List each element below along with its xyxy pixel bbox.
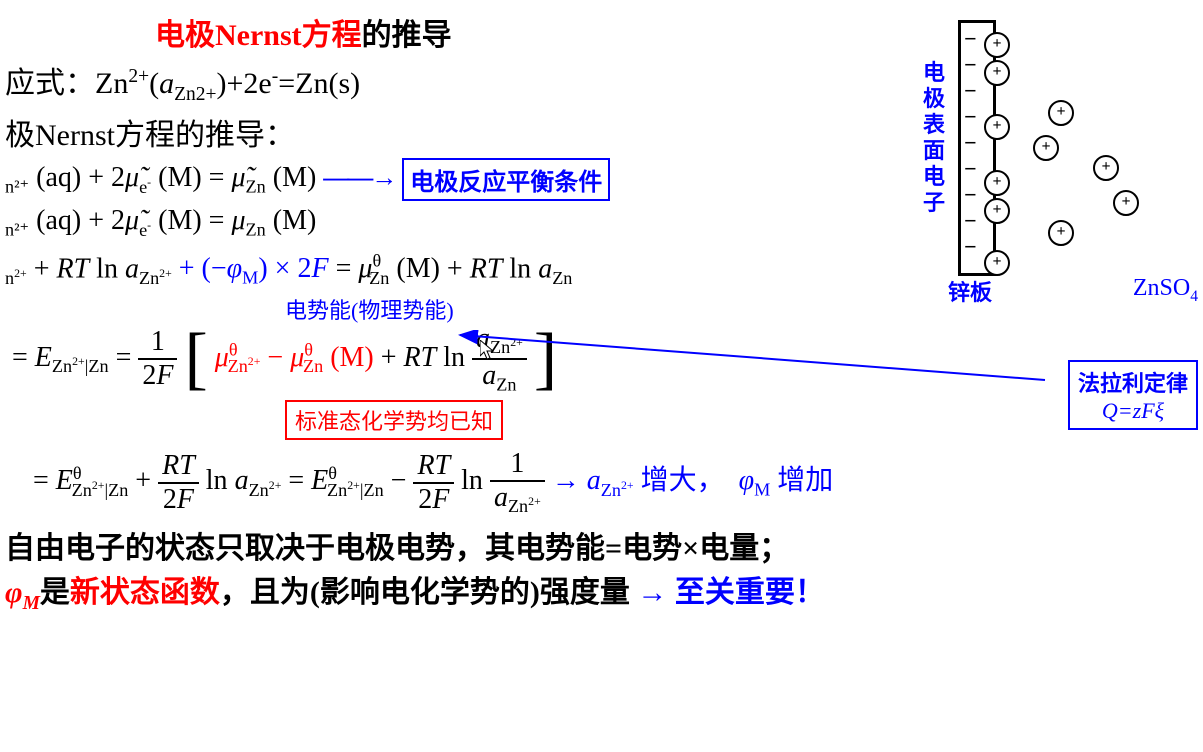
plus-icon: + xyxy=(1048,100,1074,126)
plus-icon: + xyxy=(984,114,1010,140)
eq5: = EθZn2+|Zn + RT2F ln aZn2+ = EθZn2+|Zn … xyxy=(5,448,1198,518)
title-black: 的推导 xyxy=(362,19,452,52)
b2-t2: ，且为(影响电化学势的)强度量 xyxy=(220,576,637,609)
solution-label: ZnSO4 xyxy=(1133,275,1198,306)
eq2-sub1: n²⁺ xyxy=(5,220,29,240)
plus-icon: + xyxy=(1113,190,1139,216)
b2-t1: 是 xyxy=(40,576,70,609)
equilibrium-box: 电极反应平衡条件 xyxy=(402,158,610,201)
arrow-to-box: ——→ xyxy=(323,163,395,192)
faraday-title: 法拉利定律 xyxy=(1078,366,1188,398)
plus-icon: + xyxy=(984,250,1010,276)
plus-icon: + xyxy=(1048,220,1074,246)
plus-icon: + xyxy=(984,170,1010,196)
std-state-box-wrap: 标准态化学势均已知 xyxy=(285,400,1198,440)
eq1-sub1: n²⁺ xyxy=(5,177,29,197)
minus-charges: −−−−−−−−− xyxy=(964,26,977,260)
eq4: = EZn2+|Zn = 12F [ μθZn2+ − μθZn (M) + R… xyxy=(5,323,1198,396)
title-red: 电极Nernst方程 xyxy=(155,19,362,52)
plus-icon: + xyxy=(984,32,1010,58)
b2-red: 新状态函数 xyxy=(70,576,220,609)
plus-icon: + xyxy=(1093,155,1119,181)
std-state-box: 标准态化学势均已知 xyxy=(285,400,503,440)
plus-icon: + xyxy=(984,198,1010,224)
reaction-prefix: 应式： xyxy=(5,67,95,100)
plate-label: 锌板 xyxy=(948,275,992,307)
plus-icon: + xyxy=(984,60,1010,86)
cursor-icon xyxy=(480,340,498,362)
faraday-formula: Q=zFξ xyxy=(1078,398,1188,424)
plus-icon: + xyxy=(1033,135,1059,161)
b2-arrow: → 至关重要！ xyxy=(637,576,825,609)
electrode-diagram: 电极表面电子 −−−−−−−−− + + + + + + + + + + + 锌… xyxy=(888,20,1193,300)
eq4-frac-num: 1 xyxy=(138,326,177,360)
faraday-box: 法拉利定律 Q=zFξ xyxy=(1068,360,1198,430)
bottom-line1: 自由电子的状态只取决于电极电势，其电势能=电势×电量； xyxy=(5,527,1198,571)
eq5-num3: 1 xyxy=(490,448,545,482)
bottom-line2: φM是新状态函数，且为(影响电化学势的)强度量 → 至关重要！ xyxy=(5,571,1198,626)
surface-electron-label: 电极表面电子 xyxy=(923,60,949,216)
